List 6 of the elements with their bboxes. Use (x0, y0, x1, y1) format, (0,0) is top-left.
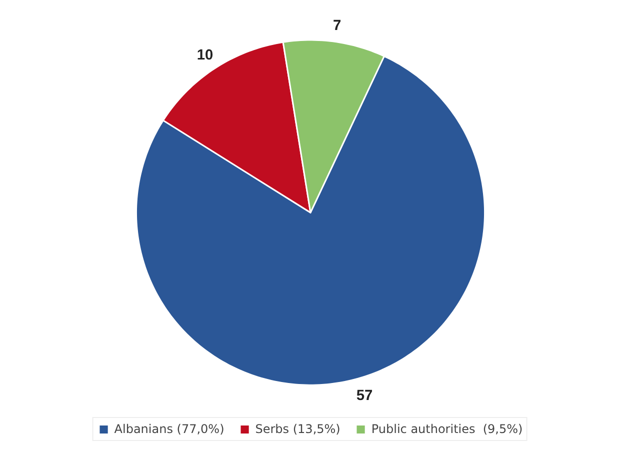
legend-label: Serbs (13,5%) (255, 422, 340, 436)
legend-label: Public authorities (9,5%) (371, 422, 523, 436)
data-label: 57 (356, 388, 373, 404)
data-label: 7 (333, 18, 342, 34)
data-label: 10 (196, 48, 214, 64)
legend-label: Albanians (77,0%) (114, 422, 224, 436)
